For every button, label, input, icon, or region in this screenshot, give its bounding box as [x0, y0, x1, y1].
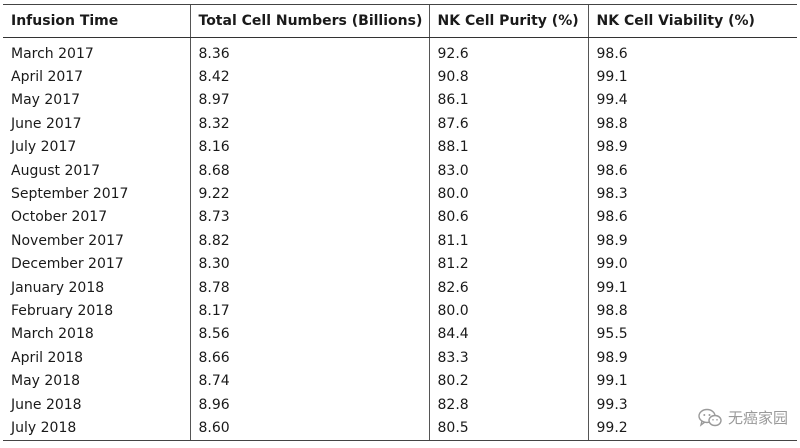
- cell-infusion-time: May 2018: [11, 373, 81, 390]
- table-header-row: Infusion Time Total Cell Numbers (Billio…: [3, 4, 797, 38]
- cell-nk-cell-purity: 90.8: [428, 65, 588, 89]
- cell-nk-cell-viability: 98.9: [587, 135, 797, 159]
- cell-infusion-time: July 2017: [11, 139, 77, 156]
- cell-infusion-time: November 2017: [11, 232, 124, 249]
- table-row: April 2018 8.66 83.3 98.9: [3, 346, 797, 370]
- cell-nk-cell-viability: 99.1: [587, 65, 797, 89]
- cell-nk-cell-viability: 99.4: [587, 88, 797, 113]
- table-row: March 2017 8.36 92.6 98.6: [3, 37, 797, 66]
- cell-infusion-time: October 2017: [11, 209, 108, 226]
- cell-nk-cell-purity: 80.6: [428, 205, 588, 230]
- cell-nk-cell-purity: 86.1: [428, 88, 588, 113]
- cell-infusion-time: July 2018: [3, 416, 190, 441]
- cell-nk-cell-purity: 87.6: [428, 112, 588, 136]
- watermark-text: 无癌家园: [727, 409, 788, 427]
- cell-total-cell-numbers: 8.68: [189, 158, 429, 183]
- table-row: February 2018 8.17 80.0 98.8: [3, 299, 797, 323]
- cell-nk-cell-purity: 82.6: [428, 275, 588, 300]
- cell-nk-cell-viability: 98.6: [587, 37, 797, 66]
- cell-infusion-time: April 2018: [11, 349, 84, 366]
- cell-nk-cell-viability: 99.3: [587, 392, 797, 417]
- cell-nk-cell-purity: 81.2: [428, 252, 588, 276]
- cell-total-cell-numbers: 8.56: [189, 322, 429, 347]
- cell-infusion-time: April 2017: [11, 69, 84, 86]
- cell-infusion-time: May 2017: [11, 92, 81, 109]
- cell-nk-cell-viability: 99.2: [587, 416, 797, 441]
- header-nk-cell-viability: NK Cell Viability (%): [587, 4, 797, 38]
- cell-total-cell-numbers: 8.96: [189, 392, 429, 417]
- cell-infusion-time: June 2018: [11, 396, 82, 413]
- cell-infusion-time: March 2018: [11, 326, 94, 343]
- table-row: November 2017 8.82 81.1 98.9: [3, 229, 797, 253]
- table-row: March 2018 8.56 84.4 95.5: [3, 322, 797, 347]
- table-body: March 2017 8.36 92.6 98.6 April 2017 8.42 90.8…: [3, 37, 797, 441]
- table-row: October 2017 8.73 80.6 98.6: [3, 205, 797, 230]
- table-row: May 2018 8.74 80.2 99.1: [3, 369, 797, 393]
- watermark: 无癌家园: [698, 407, 788, 428]
- table-row: June 2017 8.32 87.6 98.8: [3, 112, 797, 136]
- cell-infusion-time: March 2017: [11, 45, 94, 62]
- cell-nk-cell-purity: 80.5: [428, 416, 588, 441]
- cell-nk-cell-viability: 98.3: [587, 182, 797, 206]
- table-row: May 2017 8.97 86.1 99.4: [3, 88, 797, 113]
- cell-infusion-time: December 2017: [11, 256, 124, 273]
- cell-total-cell-numbers: 8.42: [189, 65, 429, 89]
- table-row: April 2017 8.42 90.8 99.1: [3, 65, 797, 89]
- header-nk-cell-purity: NK Cell Purity (%): [428, 4, 588, 38]
- cell-nk-cell-purity: 80.0: [428, 299, 588, 323]
- cell-nk-cell-viability: 99.1: [587, 369, 797, 393]
- table-row: January 2018 8.78 82.6 99.1: [3, 275, 797, 300]
- table-row: July 2017 8.16 88.1 98.9: [3, 135, 797, 159]
- cell-total-cell-numbers: 8.78: [189, 275, 429, 300]
- cell-total-cell-numbers: 8.82: [189, 229, 429, 253]
- table-row: June 2018 8.96 82.8 99.3: [3, 392, 797, 417]
- cell-nk-cell-purity: 80.2: [428, 369, 588, 393]
- table-row: September 2017 9.22 80.0 98.3: [3, 182, 797, 206]
- cell-nk-cell-purity: 81.1: [428, 229, 588, 253]
- cell-total-cell-numbers: 8.73: [189, 205, 429, 230]
- cell-total-cell-numbers: 8.17: [189, 299, 429, 323]
- cell-nk-cell-purity: 88.1: [428, 135, 588, 159]
- cell-total-cell-numbers: 8.30: [189, 252, 429, 276]
- cell-total-cell-numbers: 8.36: [189, 37, 429, 66]
- cell-infusion-time: June 2017: [11, 115, 82, 132]
- header-infusion-time: Infusion Time: [3, 4, 190, 38]
- cell-nk-cell-viability: 98.8: [587, 112, 797, 136]
- infusion-data-table: Infusion Time Total Cell Numbers (Billio…: [3, 4, 797, 441]
- table-row: December 2017 8.30 81.2 99.0: [3, 252, 797, 276]
- table-row: August 2017 8.68 83.0 98.6: [3, 158, 797, 183]
- cell-infusion-time: January 2018: [11, 279, 105, 296]
- cell-nk-cell-purity: 84.4: [428, 322, 588, 347]
- cell-nk-cell-purity: 83.3: [428, 346, 588, 370]
- header-total-cell-numbers: Total Cell Numbers (Billions): [189, 4, 429, 38]
- cell-nk-cell-viability: 99.1: [587, 275, 797, 300]
- cell-infusion-time: September 2017: [11, 186, 129, 203]
- cell-nk-cell-viability: 98.9: [587, 229, 797, 253]
- cell-nk-cell-viability: 98.8: [587, 299, 797, 323]
- cell-total-cell-numbers: 8.66: [189, 346, 429, 370]
- cell-nk-cell-purity: 83.0: [428, 158, 588, 183]
- cell-nk-cell-viability: 99.0: [587, 252, 797, 276]
- cell-total-cell-numbers: 8.60: [189, 416, 429, 441]
- cell-total-cell-numbers: 8.97: [189, 88, 429, 113]
- cell-nk-cell-purity: 80.0: [428, 182, 588, 206]
- cell-total-cell-numbers: 8.74: [189, 369, 429, 393]
- wechat-icon: [698, 408, 722, 428]
- cell-total-cell-numbers: 8.32: [189, 112, 429, 136]
- cell-infusion-time: August 2017: [11, 162, 101, 179]
- cell-nk-cell-viability: 98.9: [587, 346, 797, 370]
- cell-nk-cell-purity: 82.8: [428, 392, 588, 417]
- cell-total-cell-numbers: 8.16: [189, 135, 429, 159]
- cell-infusion-time: February 2018: [11, 302, 114, 319]
- cell-total-cell-numbers: 9.22: [189, 182, 429, 206]
- cell-nk-cell-purity: 92.6: [428, 37, 588, 66]
- cell-nk-cell-viability: 98.6: [587, 205, 797, 230]
- table-row: July 2018 8.60 80.5 99.2: [3, 416, 797, 441]
- cell-nk-cell-viability: 95.5: [587, 322, 797, 347]
- cell-nk-cell-viability: 98.6: [587, 158, 797, 183]
